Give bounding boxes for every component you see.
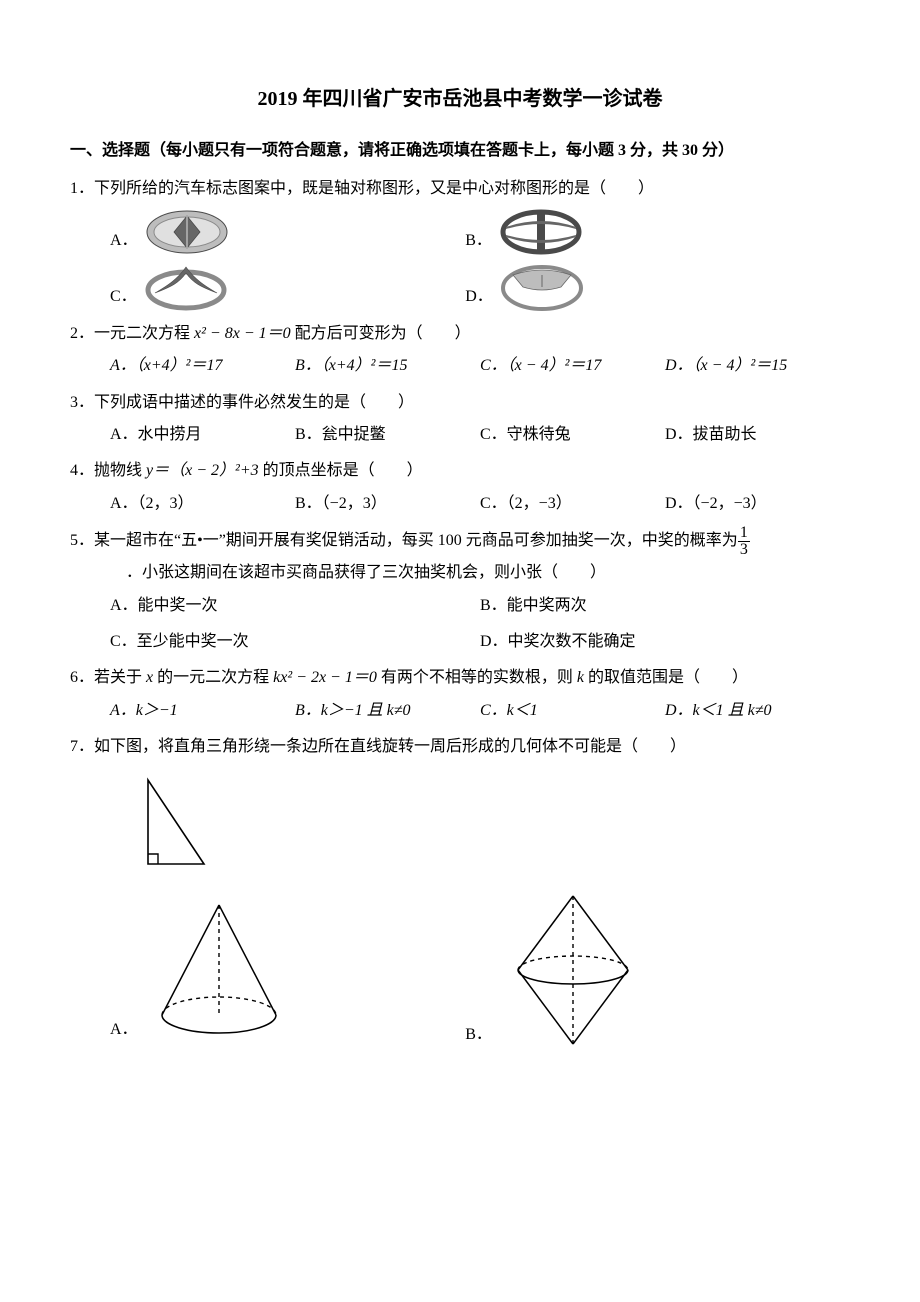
right-triangle-icon: [136, 774, 212, 872]
q1-opt-b-label: B．: [465, 226, 492, 256]
q3-opt-a: A．水中捞月: [110, 420, 295, 450]
q5-stem: 5．某一超市在“五•一”期间开展有奖促销活动，每买 100 元商品可参加抽奖一次…: [70, 525, 850, 558]
question-3: 3．下列成语中描述的事件必然发生的是（ ） A．水中捞月 B．瓮中捉鳖 C．守株…: [70, 388, 850, 451]
q7-triangle-figure: [70, 774, 850, 872]
q4-opt-a: A．（2，3）: [110, 489, 295, 519]
q6-opt-c: C．k＜1: [480, 696, 665, 726]
q1-stem: 1．下列所给的汽车标志图案中，既是轴对称图形，又是中心对称图形的是（ ）: [70, 174, 850, 204]
logo-d-icon: [499, 263, 585, 313]
q5-opt-c: C．至少能中奖一次: [110, 627, 480, 657]
q5-opt-b: B．能中奖两次: [480, 591, 850, 621]
q5-stem-line2: ．小张这期间在该超市买商品获得了三次抽奖机会，则小张（ ）: [70, 558, 850, 588]
q5-opt-d: D．中奖次数不能确定: [480, 627, 850, 657]
q7-option-a: A．: [110, 895, 465, 1045]
q6-opt-b: B．k＞−1 且 k≠0: [295, 696, 480, 726]
q1-option-c: C．: [110, 263, 465, 313]
logo-b-icon: [498, 207, 584, 257]
q5-opt-a: A．能中奖一次: [110, 591, 480, 621]
q2-expr: x² − 8x − 1＝0: [194, 325, 291, 342]
q6-mid2: 有两个不相等的实数根，则: [377, 669, 577, 686]
frac-num: 1: [738, 525, 750, 542]
q6-post: 的取值范围是（ ）: [584, 669, 748, 686]
q4-stem-post: 的顶点坐标是（ ）: [259, 462, 423, 479]
q7-stem: 7．如下图，将直角三角形绕一条边所在直线旋转一周后形成的几何体不可能是（ ）: [70, 732, 850, 762]
q1-option-b: B．: [465, 207, 820, 257]
cone-b-icon: [498, 890, 648, 1050]
q6-opt-d: D．k＜1 且 k≠0: [665, 696, 850, 726]
q5-stem-pre: 5．某一超市在“五•一”期间开展有奖促销活动，每买 100 元商品可参加抽奖一次…: [70, 532, 738, 549]
frac-den: 3: [738, 542, 750, 558]
logo-c-icon: [143, 263, 229, 313]
q2-stem-post: 配方后可变形为（ ）: [291, 325, 471, 342]
q3-opt-c: C．守株待兔: [480, 420, 665, 450]
q2-stem: 2．一元二次方程 x² − 8x − 1＝0 配方后可变形为（ ）: [70, 319, 850, 349]
q7-opt-b-label: B．: [465, 1020, 492, 1050]
section-1-heading: 一、选择题（每小题只有一项符合题意，请将正确选项填在答题卡上，每小题 3 分，共…: [70, 136, 850, 166]
question-5: 5．某一超市在“五•一”期间开展有奖促销活动，每买 100 元商品可参加抽奖一次…: [70, 525, 850, 657]
question-1: 1．下列所给的汽车标志图案中，既是轴对称图形，又是中心对称图形的是（ ） A． …: [70, 174, 850, 312]
q4-opt-c: C．（2，−3）: [480, 489, 665, 519]
q4-expr: y＝（x − 2）²+3: [146, 462, 259, 479]
q6-opt-a: A．k＞−1: [110, 696, 295, 726]
question-2: 2．一元二次方程 x² − 8x − 1＝0 配方后可变形为（ ） A．（x+4…: [70, 319, 850, 382]
q4-stem-pre: 4．抛物线: [70, 462, 146, 479]
question-6: 6．若关于 x 的一元二次方程 kx² − 2x − 1＝0 有两个不相等的实数…: [70, 663, 850, 726]
q6-pre: 6．若关于: [70, 669, 146, 686]
q4-opt-b: B．（−2，3）: [295, 489, 480, 519]
q7-opt-a-label: A．: [110, 1015, 138, 1045]
logo-a-icon: [144, 207, 230, 257]
q2-opt-b: B．（x+4）²＝15: [295, 351, 480, 381]
q6-mid1: 的一元二次方程: [153, 669, 273, 686]
q6-k: k: [577, 669, 584, 686]
q7-option-b: B．: [465, 890, 820, 1050]
question-7: 7．如下图，将直角三角形绕一条边所在直线旋转一周后形成的几何体不可能是（ ） A…: [70, 732, 850, 1050]
q6-expr: kx² − 2x − 1＝0: [273, 669, 377, 686]
q1-opt-c-label: C．: [110, 282, 137, 312]
q3-stem: 3．下列成语中描述的事件必然发生的是（ ）: [70, 388, 850, 418]
fraction-1-3: 13: [738, 525, 750, 558]
q1-option-d: D．: [465, 263, 820, 313]
q4-opt-d: D．（−2，−3）: [665, 489, 850, 519]
q2-opt-d: D．（x − 4）²＝15: [665, 351, 850, 381]
q1-opt-a-label: A．: [110, 226, 138, 256]
q6-stem: 6．若关于 x 的一元二次方程 kx² − 2x − 1＝0 有两个不相等的实数…: [70, 663, 850, 693]
cone-a-icon: [144, 895, 294, 1045]
question-4: 4．抛物线 y＝（x − 2）²+3 的顶点坐标是（ ） A．（2，3） B．（…: [70, 456, 850, 519]
q2-opt-a: A．（x+4）²＝17: [110, 351, 295, 381]
page-title: 2019 年四川省广安市岳池县中考数学一诊试卷: [70, 80, 850, 118]
q3-opt-d: D．拔苗助长: [665, 420, 850, 450]
q4-stem: 4．抛物线 y＝（x − 2）²+3 的顶点坐标是（ ）: [70, 456, 850, 486]
q3-opt-b: B．瓮中捉鳖: [295, 420, 480, 450]
q1-opt-d-label: D．: [465, 282, 493, 312]
q2-opt-c: C．（x − 4）²＝17: [480, 351, 665, 381]
q1-option-a: A．: [110, 207, 465, 257]
q2-stem-pre: 2．一元二次方程: [70, 325, 194, 342]
